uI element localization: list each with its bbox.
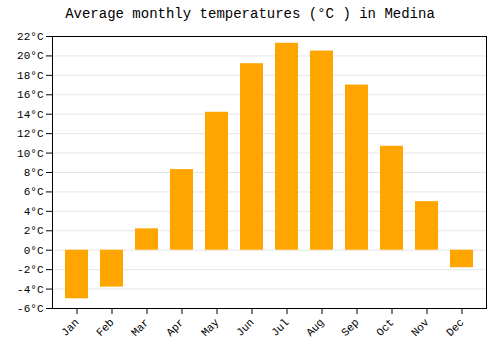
svg-text:Dec: Dec — [444, 316, 466, 338]
svg-text:20°C: 20°C — [17, 50, 44, 62]
svg-text:2°C: 2°C — [24, 225, 44, 237]
svg-text:6°C: 6°C — [24, 186, 44, 198]
svg-text:-6°C: -6°C — [17, 303, 44, 315]
svg-text:10°C: 10°C — [17, 148, 44, 160]
svg-text:4°C: 4°C — [24, 206, 44, 218]
svg-text:Jan: Jan — [59, 316, 81, 338]
svg-text:16°C: 16°C — [17, 89, 44, 101]
svg-text:8°C: 8°C — [24, 167, 44, 179]
svg-text:22°C: 22°C — [17, 31, 44, 43]
svg-text:0°C: 0°C — [24, 245, 44, 257]
svg-text:12°C: 12°C — [17, 128, 44, 140]
svg-text:Nov: Nov — [409, 316, 432, 339]
svg-text:-2°C: -2°C — [17, 264, 44, 276]
svg-text:Apr: Apr — [164, 316, 186, 338]
html-text:Average monthly temperatures (: Average monthly temperatures (°C ) in Me… — [65, 6, 435, 22]
svg-text:Oct: Oct — [374, 316, 396, 338]
svg-text:Sep: Sep — [339, 316, 361, 338]
svg-text:Jul: Jul — [269, 316, 291, 338]
svg-text:Mar: Mar — [129, 316, 151, 338]
svg-text:Jun: Jun — [234, 316, 256, 338]
svg-text:18°C: 18°C — [17, 70, 44, 82]
svg-text:14°C: 14°C — [17, 109, 44, 121]
svg-text:Feb: Feb — [94, 316, 116, 338]
svg-text:May: May — [199, 316, 222, 339]
svg-text:-4°C: -4°C — [17, 284, 44, 296]
svg-text:Aug: Aug — [304, 316, 326, 338]
